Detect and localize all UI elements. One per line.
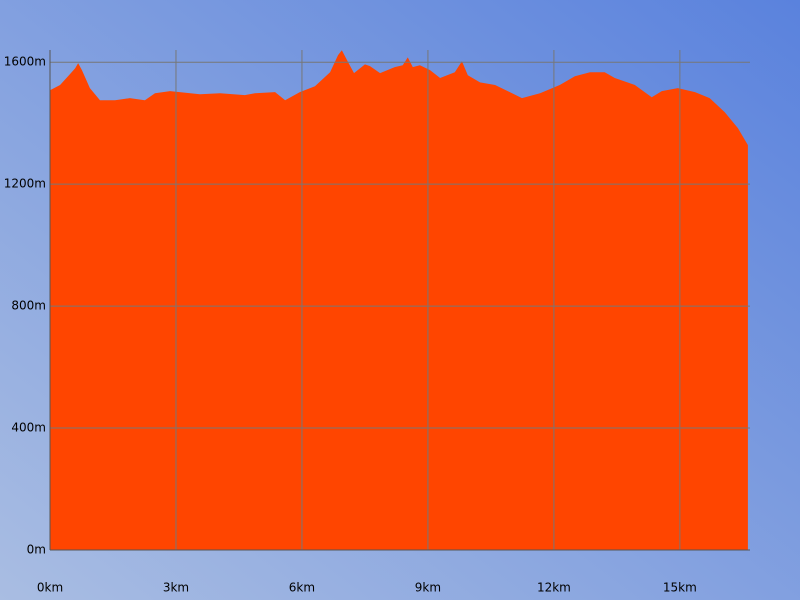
y-tick-label: 1600m xyxy=(4,55,46,69)
y-tick-label: 0m xyxy=(27,543,46,557)
x-tick-label: 12km xyxy=(537,581,571,595)
y-tick-label: 800m xyxy=(11,299,46,313)
elevation-area xyxy=(50,50,748,551)
x-tick-label: 15km xyxy=(663,581,697,595)
x-tick-label: 6km xyxy=(289,581,315,595)
x-tick-label: 3km xyxy=(163,581,189,595)
x-tick-label: 9km xyxy=(415,581,441,595)
y-tick-label: 400m xyxy=(11,421,46,435)
y-tick-label: 1200m xyxy=(4,177,46,191)
x-tick-label: 0km xyxy=(37,581,63,595)
